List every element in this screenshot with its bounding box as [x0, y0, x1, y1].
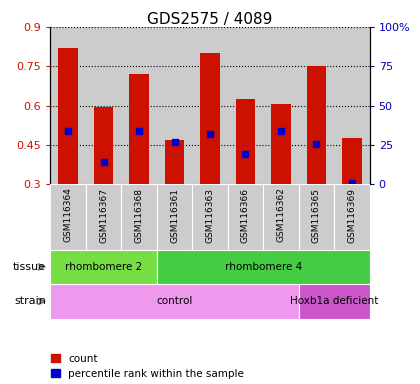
Text: GSM116367: GSM116367 [99, 188, 108, 243]
Bar [192, 184, 228, 250]
Bar [94, 107, 113, 184]
Bar [334, 27, 370, 184]
Bar [157, 250, 370, 284]
Text: Hoxb1a deficient: Hoxb1a deficient [290, 296, 378, 306]
Bar [165, 140, 184, 184]
Text: rhombomere 4: rhombomere 4 [225, 262, 302, 272]
Text: GSM116361: GSM116361 [170, 188, 179, 243]
Bar [157, 184, 192, 250]
Bar [236, 99, 255, 184]
Bar [50, 284, 299, 319]
Bar [299, 27, 334, 184]
Bar [334, 184, 370, 250]
Text: GSM116369: GSM116369 [347, 188, 356, 243]
Bar [228, 184, 263, 250]
Text: rhombomere 2: rhombomere 2 [65, 262, 142, 272]
Bar [50, 27, 86, 184]
Text: tissue: tissue [13, 262, 46, 272]
Legend: count, percentile rank within the sample: count, percentile rank within the sample [51, 354, 244, 379]
Bar [200, 53, 220, 184]
Bar [50, 250, 157, 284]
Bar [299, 284, 370, 319]
Text: GSM116364: GSM116364 [64, 188, 73, 242]
Bar [271, 104, 291, 184]
Bar [228, 27, 263, 184]
Text: GSM116366: GSM116366 [241, 188, 250, 243]
Text: GSM116363: GSM116363 [205, 188, 215, 243]
Text: GSM116362: GSM116362 [276, 188, 286, 242]
Bar [263, 27, 299, 184]
Bar [121, 27, 157, 184]
Bar [129, 74, 149, 184]
Bar [86, 27, 121, 184]
Bar [342, 138, 362, 184]
Bar [192, 27, 228, 184]
Bar [58, 48, 78, 184]
Bar [263, 184, 299, 250]
Text: GSM116365: GSM116365 [312, 188, 321, 243]
Text: strain: strain [14, 296, 46, 306]
Text: control: control [156, 296, 193, 306]
Bar [121, 184, 157, 250]
Text: GSM116368: GSM116368 [134, 188, 144, 243]
Bar [157, 27, 192, 184]
Text: GDS2575 / 4089: GDS2575 / 4089 [147, 12, 273, 26]
Bar [50, 184, 86, 250]
Bar [86, 184, 121, 250]
Bar [307, 66, 326, 184]
Bar [299, 184, 334, 250]
